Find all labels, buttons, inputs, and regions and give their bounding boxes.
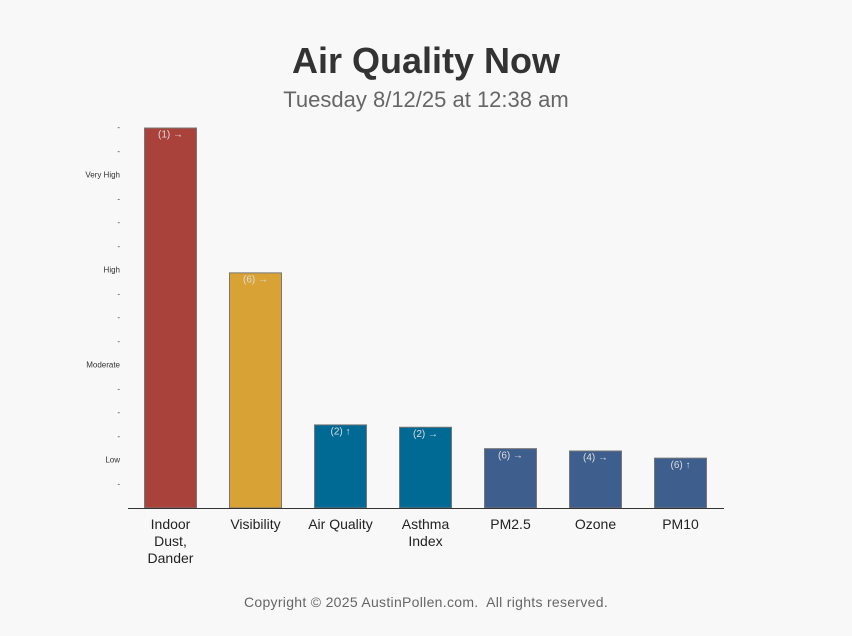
bar-annotation: (2) ↑ bbox=[331, 427, 351, 438]
bar-annotation: (4) → bbox=[583, 453, 608, 464]
footer: Copyright © 2025 AustinPollen.com. All r… bbox=[243, 594, 609, 610]
chart-subtitle: Tuesday 8/12/25 at 12:38 am bbox=[283, 87, 569, 112]
x-tick-label: Visibility bbox=[230, 516, 281, 532]
y-tick-label: - bbox=[117, 408, 120, 417]
x-tick-label: PM10 bbox=[662, 516, 699, 532]
y-tick-label: - bbox=[117, 289, 120, 298]
y-tick-label: - bbox=[117, 384, 120, 393]
bar-annotation: (1) → bbox=[158, 130, 183, 141]
bar-annotation: (6) ↑ bbox=[671, 460, 691, 471]
bar bbox=[654, 457, 707, 509]
x-tick-label: Asthma Index bbox=[401, 516, 450, 549]
y-tick-label: - bbox=[117, 313, 120, 322]
y-tick-label: - bbox=[117, 337, 120, 346]
bar-annotation: (2) → bbox=[413, 429, 438, 440]
y-tick-label: High bbox=[104, 266, 120, 275]
bar bbox=[399, 426, 452, 509]
bar bbox=[484, 448, 537, 509]
y-tick-label: Very High bbox=[85, 171, 120, 180]
y-tick-label: - bbox=[117, 194, 120, 203]
chart-title: Air Quality Now bbox=[291, 40, 561, 81]
bar-annotation: (6) → bbox=[498, 450, 523, 461]
y-tick-label: - bbox=[117, 218, 120, 227]
bar bbox=[144, 127, 197, 509]
y-tick-label: - bbox=[117, 147, 120, 156]
y-tick-label: - bbox=[117, 123, 120, 132]
bar bbox=[229, 272, 282, 509]
y-tick-label: - bbox=[117, 479, 120, 488]
x-tick-label: Ozone bbox=[574, 516, 617, 532]
y-tick-label: Moderate bbox=[86, 361, 120, 370]
bar-annotation: (6) → bbox=[243, 275, 268, 286]
x-tick-label: Air Quality bbox=[308, 516, 373, 532]
x-tick-label: PM2.5 bbox=[490, 516, 531, 532]
y-tick-label: - bbox=[117, 242, 120, 251]
y-tick-label: - bbox=[117, 432, 120, 441]
x-tick-label: Indoor Dust, Dander bbox=[147, 516, 194, 566]
bar bbox=[314, 424, 367, 509]
y-tick-label: Low bbox=[105, 456, 120, 465]
